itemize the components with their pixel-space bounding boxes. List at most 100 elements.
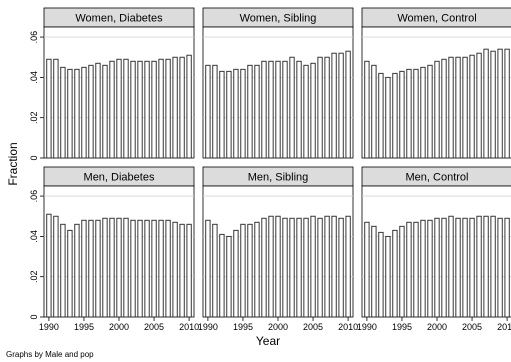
bar [151, 60, 157, 159]
bar [413, 68, 419, 159]
bar [130, 60, 136, 159]
bar [95, 219, 101, 318]
bar [123, 217, 129, 318]
bar [490, 50, 496, 159]
bar [268, 215, 274, 318]
bar [324, 215, 330, 318]
bar [441, 58, 447, 159]
panel-title: Men, Diabetes [84, 172, 155, 184]
bar [392, 72, 398, 159]
x-tick-label: 2005 [462, 322, 482, 332]
bar [434, 217, 440, 318]
y-tick-label: .06 [29, 31, 39, 44]
x-tick-label: 2010 [179, 322, 199, 332]
y-tick-label: .02 [29, 111, 39, 124]
bar [282, 60, 288, 159]
panel: Men, Sibling [202, 166, 354, 318]
graphs-by-note: Graphs by Male and pop [6, 350, 94, 359]
bar [74, 223, 80, 318]
bar [144, 219, 150, 318]
bar [95, 62, 101, 159]
panel-title: Men, Sibling [248, 172, 309, 184]
x-tick-label: 1995 [392, 322, 412, 332]
y-tick-label: 0 [29, 314, 39, 319]
bar [338, 52, 344, 159]
bar [137, 60, 143, 159]
bar [483, 215, 489, 318]
bar [60, 223, 66, 318]
bar [74, 68, 80, 159]
bar [331, 215, 337, 318]
bar [504, 48, 510, 159]
bar [289, 217, 295, 318]
bar [399, 70, 405, 159]
bar [233, 229, 239, 318]
bar [53, 215, 59, 318]
bar [406, 68, 412, 159]
x-tick-label: 2000 [427, 322, 447, 332]
y-tick-label: .02 [29, 270, 39, 283]
bar [448, 215, 454, 318]
bar [81, 219, 87, 318]
panel: Women, Control [361, 7, 511, 159]
bar [317, 56, 323, 159]
bar [310, 62, 316, 159]
bar [296, 217, 302, 318]
bar [469, 54, 475, 159]
y-tick-label: .04 [29, 230, 39, 243]
bar [427, 64, 433, 159]
y-tick-label: .04 [29, 71, 39, 84]
bar [88, 64, 94, 159]
bar [427, 219, 433, 318]
bar [165, 58, 171, 159]
bar [205, 64, 211, 159]
bar [413, 221, 419, 318]
x-tick-label: 2010 [497, 322, 511, 332]
bar [406, 221, 412, 318]
x-tick-label: 1990 [357, 322, 377, 332]
bar [116, 58, 122, 159]
y-axis-title: Fraction [6, 142, 20, 185]
bar [137, 219, 143, 318]
bar [324, 56, 330, 159]
x-tick-label: 2000 [268, 322, 288, 332]
bar [172, 221, 178, 318]
bar [186, 54, 192, 159]
bar [158, 219, 164, 318]
bar [81, 66, 87, 159]
bar [219, 70, 225, 159]
panel-title: Women, Control [397, 13, 476, 25]
x-tick-label: 1995 [233, 322, 253, 332]
panel-title: Men, Control [406, 172, 469, 184]
bar [172, 56, 178, 159]
x-tick-label: 2010 [338, 322, 358, 332]
x-tick-label: 1995 [74, 322, 94, 332]
bar [310, 215, 316, 318]
bar [226, 70, 232, 159]
bar [455, 217, 461, 318]
bar [130, 219, 136, 318]
bar [371, 64, 377, 159]
bar [303, 64, 309, 159]
bar [275, 215, 281, 318]
panel: Women, Diabetes [43, 7, 195, 159]
bar [268, 60, 274, 159]
bar [469, 217, 475, 318]
bar [60, 66, 66, 159]
bar [254, 64, 260, 159]
bar [378, 231, 384, 318]
bar [109, 217, 115, 318]
bar [254, 221, 260, 318]
bar [490, 215, 496, 318]
bar [497, 217, 503, 318]
bar [455, 56, 461, 159]
bar [392, 229, 398, 318]
bar [261, 217, 267, 318]
bar [476, 215, 482, 318]
bar [378, 72, 384, 159]
panel: Men, Control [361, 166, 511, 318]
bar [448, 56, 454, 159]
bar [46, 213, 52, 318]
bar [385, 76, 391, 159]
